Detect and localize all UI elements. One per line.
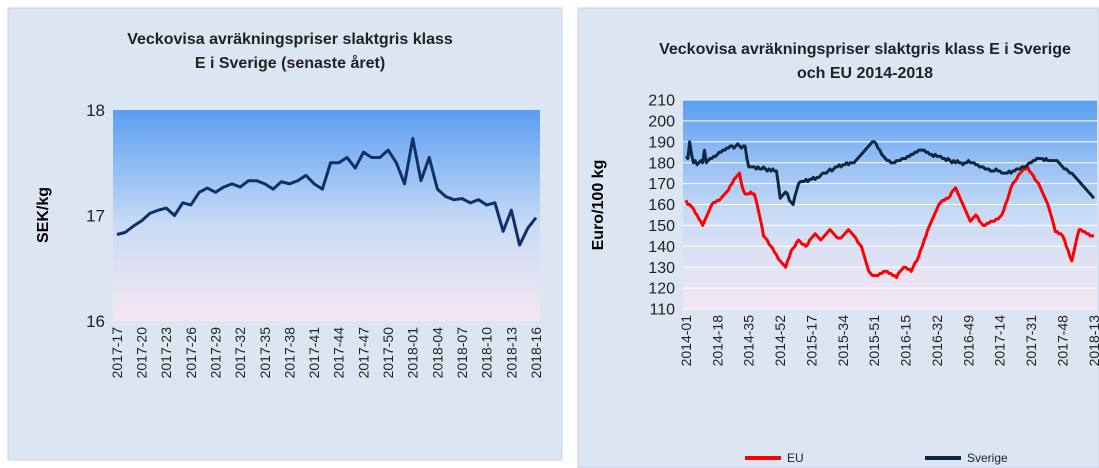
x-tick-label: 2016-15 xyxy=(898,315,914,367)
legend-label: EU xyxy=(787,451,804,465)
y-tick-label: 200 xyxy=(648,114,675,131)
x-tick-label: 2017-14 xyxy=(992,315,1008,367)
x-tick-label: 2017-38 xyxy=(281,327,297,379)
y-tick-label: 16 xyxy=(86,312,105,331)
y-tick-label: 18 xyxy=(86,101,105,120)
line xyxy=(684,165,1094,280)
chart-title: Veckovisa avräkningspriser slaktgris kla… xyxy=(659,41,1071,82)
x-tick-label: 2017-20 xyxy=(134,327,150,379)
y-tick-label: 180 xyxy=(648,155,675,172)
x-tick-label: 2017-26 xyxy=(183,327,199,379)
x-tick-label: 2017-32 xyxy=(232,327,248,379)
y-axis-label: SEK/kg xyxy=(35,187,52,243)
x-tick-label: 2014-52 xyxy=(772,315,788,367)
y-axis-label: Euro/100 kg xyxy=(590,160,607,251)
y-tick-label: 17 xyxy=(86,206,105,225)
y-tick-label: 170 xyxy=(648,176,675,193)
x-tick-label: 2016-32 xyxy=(929,315,945,367)
x-tick-label: 2017-50 xyxy=(380,327,396,379)
x-tick-label: 2017-17 xyxy=(109,327,125,379)
x-tick-label: 2017-48 xyxy=(1055,315,1071,367)
x-tick-label: 2018-04 xyxy=(429,327,445,379)
x-tick-label: 2017-31 xyxy=(1023,315,1039,367)
y-tick-label: 120 xyxy=(648,281,675,298)
x-tick-label: 2014-18 xyxy=(709,315,725,367)
x-tick-label: 2017-29 xyxy=(207,327,223,379)
x-tick-label: 2014-35 xyxy=(741,315,757,367)
y-tick-label: 110 xyxy=(649,302,675,319)
line xyxy=(684,140,1096,206)
plot-area xyxy=(113,110,540,321)
x-tick-label: 2018-07 xyxy=(454,327,470,379)
x-tick-label: 2015-34 xyxy=(835,315,851,367)
y-tick-label: 150 xyxy=(648,218,675,235)
x-tick-label: 2017-47 xyxy=(355,327,371,379)
x-tick-label: 2017-35 xyxy=(257,327,273,379)
x-tick-label: 2017-23 xyxy=(158,327,174,379)
y-tick-label: 130 xyxy=(648,260,675,277)
chart-title: Veckovisa avräkningspriser slaktgris kla… xyxy=(127,31,453,72)
y-tick-label: 190 xyxy=(648,134,675,151)
x-tick-label: 2018-13 xyxy=(1086,315,1099,367)
legend-label: Sverige xyxy=(967,451,1008,465)
x-tick-label: 2018-16 xyxy=(528,327,544,379)
x-tick-label: 2016-49 xyxy=(960,315,976,367)
y-tick-label: 140 xyxy=(648,239,675,256)
x-tick-label: 2017-41 xyxy=(306,327,322,379)
x-tick-label: 2018-10 xyxy=(479,327,495,379)
y-tick-label: 210 xyxy=(648,93,675,110)
x-tick-label: 2017-44 xyxy=(331,327,347,379)
x-tick-label: 2018-13 xyxy=(503,327,519,379)
x-tick-label: 2015-17 xyxy=(803,315,819,367)
x-tick-label: 2014-01 xyxy=(678,315,694,367)
x-tick-label: 2015-51 xyxy=(866,315,882,367)
line xyxy=(116,136,538,247)
y-tick-label: 160 xyxy=(648,197,675,214)
x-tick-label: 2018-01 xyxy=(405,327,421,379)
